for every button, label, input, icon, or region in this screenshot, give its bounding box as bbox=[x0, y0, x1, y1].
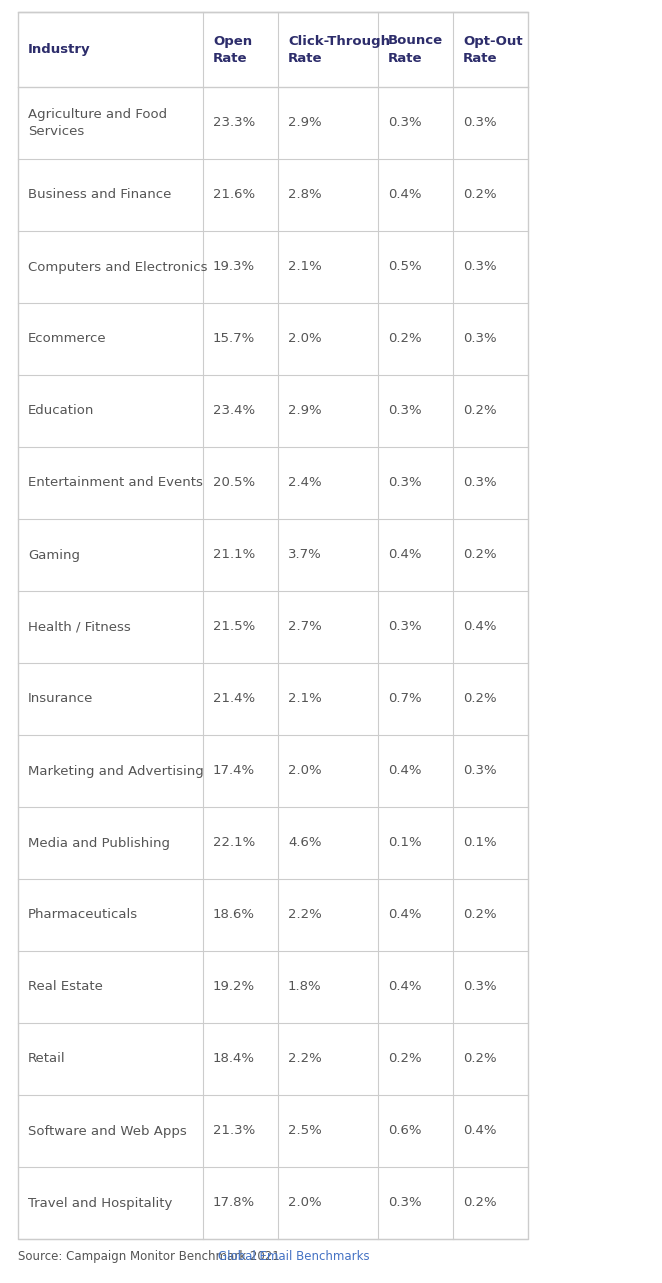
Text: 0.2%: 0.2% bbox=[463, 549, 496, 562]
Text: Computers and Electronics: Computers and Electronics bbox=[28, 260, 207, 273]
Text: Click-Through
Rate: Click-Through Rate bbox=[288, 35, 390, 64]
Text: 2.5%: 2.5% bbox=[288, 1124, 322, 1138]
Text: 0.2%: 0.2% bbox=[463, 908, 496, 921]
Text: Education: Education bbox=[28, 404, 95, 417]
Text: 4.6%: 4.6% bbox=[288, 837, 322, 849]
Text: 0.1%: 0.1% bbox=[463, 837, 496, 849]
Text: 0.2%: 0.2% bbox=[463, 1197, 496, 1210]
Text: 0.3%: 0.3% bbox=[463, 765, 496, 777]
Text: 2.2%: 2.2% bbox=[288, 908, 322, 921]
Text: 19.2%: 19.2% bbox=[213, 980, 255, 993]
Text: Pharmaceuticals: Pharmaceuticals bbox=[28, 908, 138, 921]
Text: 2.0%: 2.0% bbox=[288, 765, 322, 777]
Text: 20.5%: 20.5% bbox=[213, 476, 255, 490]
Text: 0.4%: 0.4% bbox=[388, 765, 422, 777]
Text: Agriculture and Food
Services: Agriculture and Food Services bbox=[28, 108, 167, 139]
Text: 18.6%: 18.6% bbox=[213, 908, 255, 921]
Text: 15.7%: 15.7% bbox=[213, 332, 256, 345]
Text: 0.2%: 0.2% bbox=[388, 1052, 422, 1065]
Text: 0.3%: 0.3% bbox=[388, 117, 422, 130]
Text: Software and Web Apps: Software and Web Apps bbox=[28, 1124, 187, 1138]
Text: 18.4%: 18.4% bbox=[213, 1052, 255, 1065]
Text: 0.4%: 0.4% bbox=[463, 1124, 496, 1138]
Text: 2.8%: 2.8% bbox=[288, 189, 322, 201]
Text: 2.9%: 2.9% bbox=[288, 404, 322, 417]
Text: Real Estate: Real Estate bbox=[28, 980, 103, 993]
Text: 0.2%: 0.2% bbox=[463, 693, 496, 706]
Text: 17.8%: 17.8% bbox=[213, 1197, 255, 1210]
Text: 2.1%: 2.1% bbox=[288, 693, 322, 706]
Text: 0.2%: 0.2% bbox=[463, 404, 496, 417]
Text: 0.4%: 0.4% bbox=[388, 189, 422, 201]
Text: 0.2%: 0.2% bbox=[388, 332, 422, 345]
Text: 0.6%: 0.6% bbox=[388, 1124, 422, 1138]
Text: Insurance: Insurance bbox=[28, 693, 93, 706]
Text: 19.3%: 19.3% bbox=[213, 260, 255, 273]
Text: Gaming: Gaming bbox=[28, 549, 80, 562]
Text: 0.2%: 0.2% bbox=[463, 1052, 496, 1065]
Text: 3.7%: 3.7% bbox=[288, 549, 322, 562]
Text: 0.4%: 0.4% bbox=[388, 980, 422, 993]
Text: 21.4%: 21.4% bbox=[213, 693, 255, 706]
Text: 0.5%: 0.5% bbox=[388, 260, 422, 273]
Text: Industry: Industry bbox=[28, 44, 91, 56]
Text: 0.2%: 0.2% bbox=[463, 189, 496, 201]
Text: Source: Campaign Monitor Benchmark 2021: Source: Campaign Monitor Benchmark 2021 bbox=[18, 1250, 283, 1262]
Text: Opt-Out
Rate: Opt-Out Rate bbox=[463, 35, 522, 64]
Text: 2.2%: 2.2% bbox=[288, 1052, 322, 1065]
Text: 23.4%: 23.4% bbox=[213, 404, 255, 417]
Text: 0.3%: 0.3% bbox=[388, 621, 422, 634]
Text: Open
Rate: Open Rate bbox=[213, 35, 252, 64]
Text: 0.3%: 0.3% bbox=[463, 117, 496, 130]
Text: 2.7%: 2.7% bbox=[288, 621, 322, 634]
Text: 0.3%: 0.3% bbox=[463, 476, 496, 490]
Text: 0.3%: 0.3% bbox=[463, 980, 496, 993]
Text: Global Email Benchmarks: Global Email Benchmarks bbox=[218, 1250, 369, 1262]
Text: 21.6%: 21.6% bbox=[213, 189, 255, 201]
Text: 0.4%: 0.4% bbox=[388, 908, 422, 921]
Text: 0.1%: 0.1% bbox=[388, 837, 422, 849]
Text: Retail: Retail bbox=[28, 1052, 66, 1065]
Text: 0.3%: 0.3% bbox=[463, 332, 496, 345]
Text: 23.3%: 23.3% bbox=[213, 117, 256, 130]
Text: Bounce
Rate: Bounce Rate bbox=[388, 35, 443, 64]
Text: Ecommerce: Ecommerce bbox=[28, 332, 107, 345]
Text: Media and Publishing: Media and Publishing bbox=[28, 837, 170, 849]
Text: 0.3%: 0.3% bbox=[463, 260, 496, 273]
Text: 2.0%: 2.0% bbox=[288, 332, 322, 345]
Text: 0.3%: 0.3% bbox=[388, 404, 422, 417]
Text: 17.4%: 17.4% bbox=[213, 765, 255, 777]
Text: 2.4%: 2.4% bbox=[288, 476, 322, 490]
Text: Business and Finance: Business and Finance bbox=[28, 189, 171, 201]
Text: 0.3%: 0.3% bbox=[388, 476, 422, 490]
Text: Health / Fitness: Health / Fitness bbox=[28, 621, 131, 634]
Text: Marketing and Advertising: Marketing and Advertising bbox=[28, 765, 204, 777]
Text: 0.7%: 0.7% bbox=[388, 693, 422, 706]
Text: 0.4%: 0.4% bbox=[388, 549, 422, 562]
Text: 21.5%: 21.5% bbox=[213, 621, 256, 634]
Text: 2.1%: 2.1% bbox=[288, 260, 322, 273]
Text: 2.0%: 2.0% bbox=[288, 1197, 322, 1210]
Text: 0.4%: 0.4% bbox=[463, 621, 496, 634]
Text: Travel and Hospitality: Travel and Hospitality bbox=[28, 1197, 172, 1210]
Text: 2.9%: 2.9% bbox=[288, 117, 322, 130]
Text: 22.1%: 22.1% bbox=[213, 837, 256, 849]
Text: 21.1%: 21.1% bbox=[213, 549, 256, 562]
Text: 21.3%: 21.3% bbox=[213, 1124, 256, 1138]
Text: 1.8%: 1.8% bbox=[288, 980, 322, 993]
Text: Entertainment and Events: Entertainment and Events bbox=[28, 476, 203, 490]
Bar bbox=[18, 12, 528, 1239]
Text: 0.3%: 0.3% bbox=[388, 1197, 422, 1210]
